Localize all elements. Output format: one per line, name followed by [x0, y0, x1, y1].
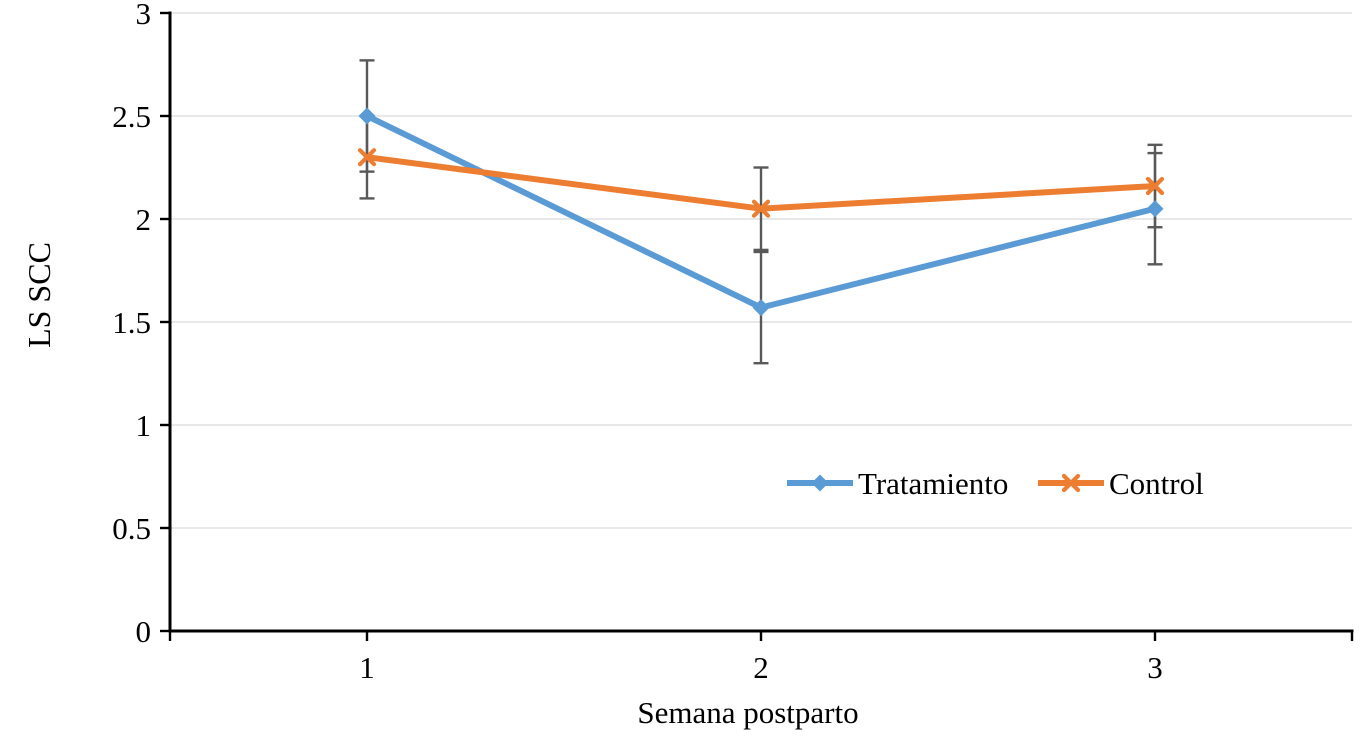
legend: Tratamiento Control — [787, 466, 1204, 501]
legend-item-control: Control — [1038, 466, 1204, 501]
marker-control — [357, 148, 377, 167]
marker-control — [1145, 176, 1165, 196]
error-bars-layer — [359, 59, 1163, 365]
y-tick-label: 0 — [136, 614, 152, 649]
legend-item-tratamiento: Tratamiento — [787, 466, 1008, 501]
legend-marker — [811, 474, 829, 492]
y-tick-label: 2 — [136, 202, 152, 237]
x-axis-title: Semana postparto — [637, 695, 858, 730]
legend-label: Tratamiento — [858, 466, 1008, 501]
axes-layer — [160, 11, 1354, 641]
y-tick-label: 3 — [136, 0, 152, 31]
marker-tratamiento — [358, 107, 376, 125]
y-tick-label: 0.5 — [112, 511, 151, 546]
marker-tratamiento — [1146, 200, 1164, 218]
legend-label: Control — [1109, 466, 1204, 501]
markers-layer — [357, 107, 1165, 317]
marker-tratamiento — [752, 299, 770, 317]
y-axis-title: LS SCC — [21, 242, 57, 348]
x-tick-label: 1 — [359, 650, 375, 685]
tick-labels-layer: 0 0.5 1 1.5 2 2.5 3 1 2 3 — [112, 0, 1163, 685]
x-tick-label: 2 — [753, 650, 769, 685]
y-tick-label: 1 — [136, 408, 152, 443]
y-tick-label: 2.5 — [112, 99, 151, 134]
legend-marker — [1061, 473, 1081, 493]
marker-control — [751, 199, 771, 218]
x-tick-label: 3 — [1147, 650, 1163, 685]
y-tick-label: 1.5 — [112, 305, 151, 340]
